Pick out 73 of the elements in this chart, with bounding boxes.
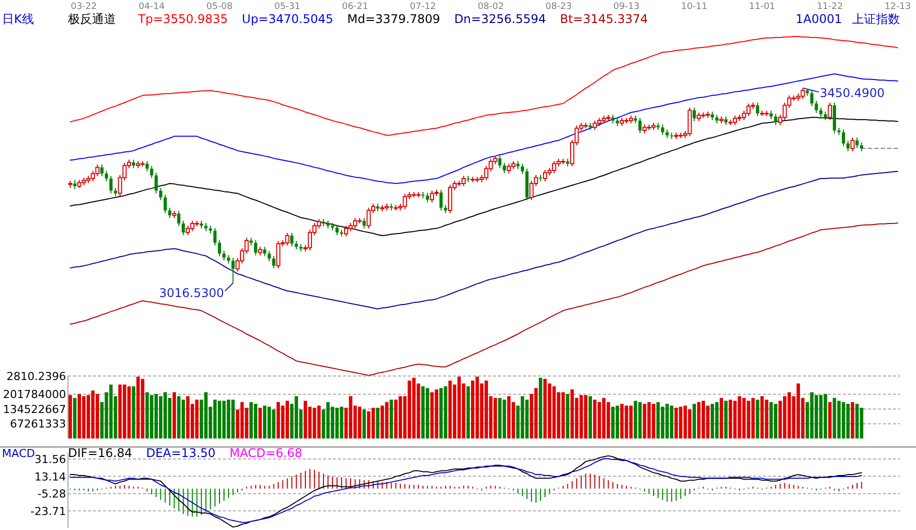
x-tick-label: 05-08 bbox=[206, 2, 233, 12]
bar bbox=[764, 400, 768, 438]
bar bbox=[140, 378, 144, 438]
bar bbox=[652, 404, 656, 438]
bar bbox=[444, 386, 448, 438]
text: 1A0001 bbox=[796, 12, 842, 26]
bar bbox=[362, 410, 366, 438]
y-tick-label: 31.56 bbox=[34, 453, 66, 466]
x-tick-label: 04-14 bbox=[138, 2, 165, 12]
x-tick-label: 11-01 bbox=[749, 2, 776, 12]
bar bbox=[566, 394, 570, 438]
x-tick-label: 12-13 bbox=[884, 2, 911, 12]
bar bbox=[340, 406, 344, 438]
bar bbox=[720, 398, 724, 438]
bar bbox=[774, 404, 778, 438]
bar bbox=[756, 400, 760, 438]
y-tick-label: 13.14 bbox=[34, 470, 66, 484]
x-tick-label: 06-21 bbox=[342, 2, 368, 12]
bar bbox=[860, 408, 864, 438]
chart-title: 日K线 bbox=[2, 12, 34, 26]
x-tick-label: 03-22 bbox=[70, 2, 97, 12]
bar bbox=[258, 408, 262, 438]
bar bbox=[828, 402, 832, 438]
bar bbox=[172, 392, 176, 438]
bar bbox=[611, 406, 615, 438]
chart-title: MACD bbox=[2, 447, 35, 460]
x-tick-label: 05-31 bbox=[274, 2, 300, 12]
bar bbox=[394, 400, 398, 438]
series-label: DIF=16.84 bbox=[68, 446, 132, 460]
bar bbox=[132, 386, 136, 438]
bar bbox=[710, 404, 714, 438]
bar bbox=[466, 386, 470, 438]
x-tick-label: 07-12 bbox=[410, 2, 436, 12]
bar bbox=[186, 396, 190, 438]
text: Md=3379.7809 bbox=[347, 12, 440, 26]
bar bbox=[724, 400, 728, 438]
text: Dn=3256.5594 bbox=[454, 12, 546, 26]
bar bbox=[498, 398, 502, 438]
bar bbox=[390, 400, 393, 438]
bar bbox=[728, 400, 732, 438]
series-label: DEA=13.50 bbox=[146, 446, 216, 460]
annotation: 3450.4900 bbox=[820, 86, 885, 100]
bar bbox=[670, 406, 674, 438]
text: Up=3470.5045 bbox=[242, 12, 334, 26]
y-tick-label: 134522667 bbox=[3, 403, 66, 416]
bar bbox=[507, 396, 511, 438]
x-tick-label: 10-11 bbox=[681, 2, 708, 12]
x-tick-label: 11-22 bbox=[816, 2, 843, 12]
bar bbox=[376, 408, 380, 438]
bar bbox=[358, 406, 362, 438]
bar bbox=[73, 398, 76, 438]
text: 2810.2396 bbox=[6, 370, 66, 383]
x-tick-label: 08-02 bbox=[478, 2, 504, 12]
y-tick-label: -5.28 bbox=[38, 488, 66, 501]
series-label: MACD=6.68 bbox=[230, 446, 302, 460]
bar bbox=[304, 400, 308, 438]
y-tick-label: -23.71 bbox=[30, 504, 66, 518]
bar bbox=[692, 404, 696, 438]
chart-subtitle: 极反通道 bbox=[67, 12, 116, 26]
text: Tp=3550.9835 bbox=[137, 12, 228, 26]
bar bbox=[832, 398, 836, 438]
bar bbox=[561, 392, 565, 438]
bar bbox=[588, 396, 592, 438]
text: Bt=3145.3374 bbox=[560, 12, 648, 26]
x-tick-label: 09-13 bbox=[613, 2, 640, 12]
y-tick-label: 67261333 bbox=[10, 418, 66, 431]
bar bbox=[68, 395, 72, 438]
bar bbox=[620, 404, 624, 438]
bar bbox=[254, 404, 258, 438]
y-tick-label: 201784000 bbox=[3, 388, 66, 402]
x-tick-label: 08-23 bbox=[546, 2, 572, 12]
text: 3016.5300 bbox=[159, 286, 224, 300]
text: 上证指数 bbox=[852, 12, 900, 26]
